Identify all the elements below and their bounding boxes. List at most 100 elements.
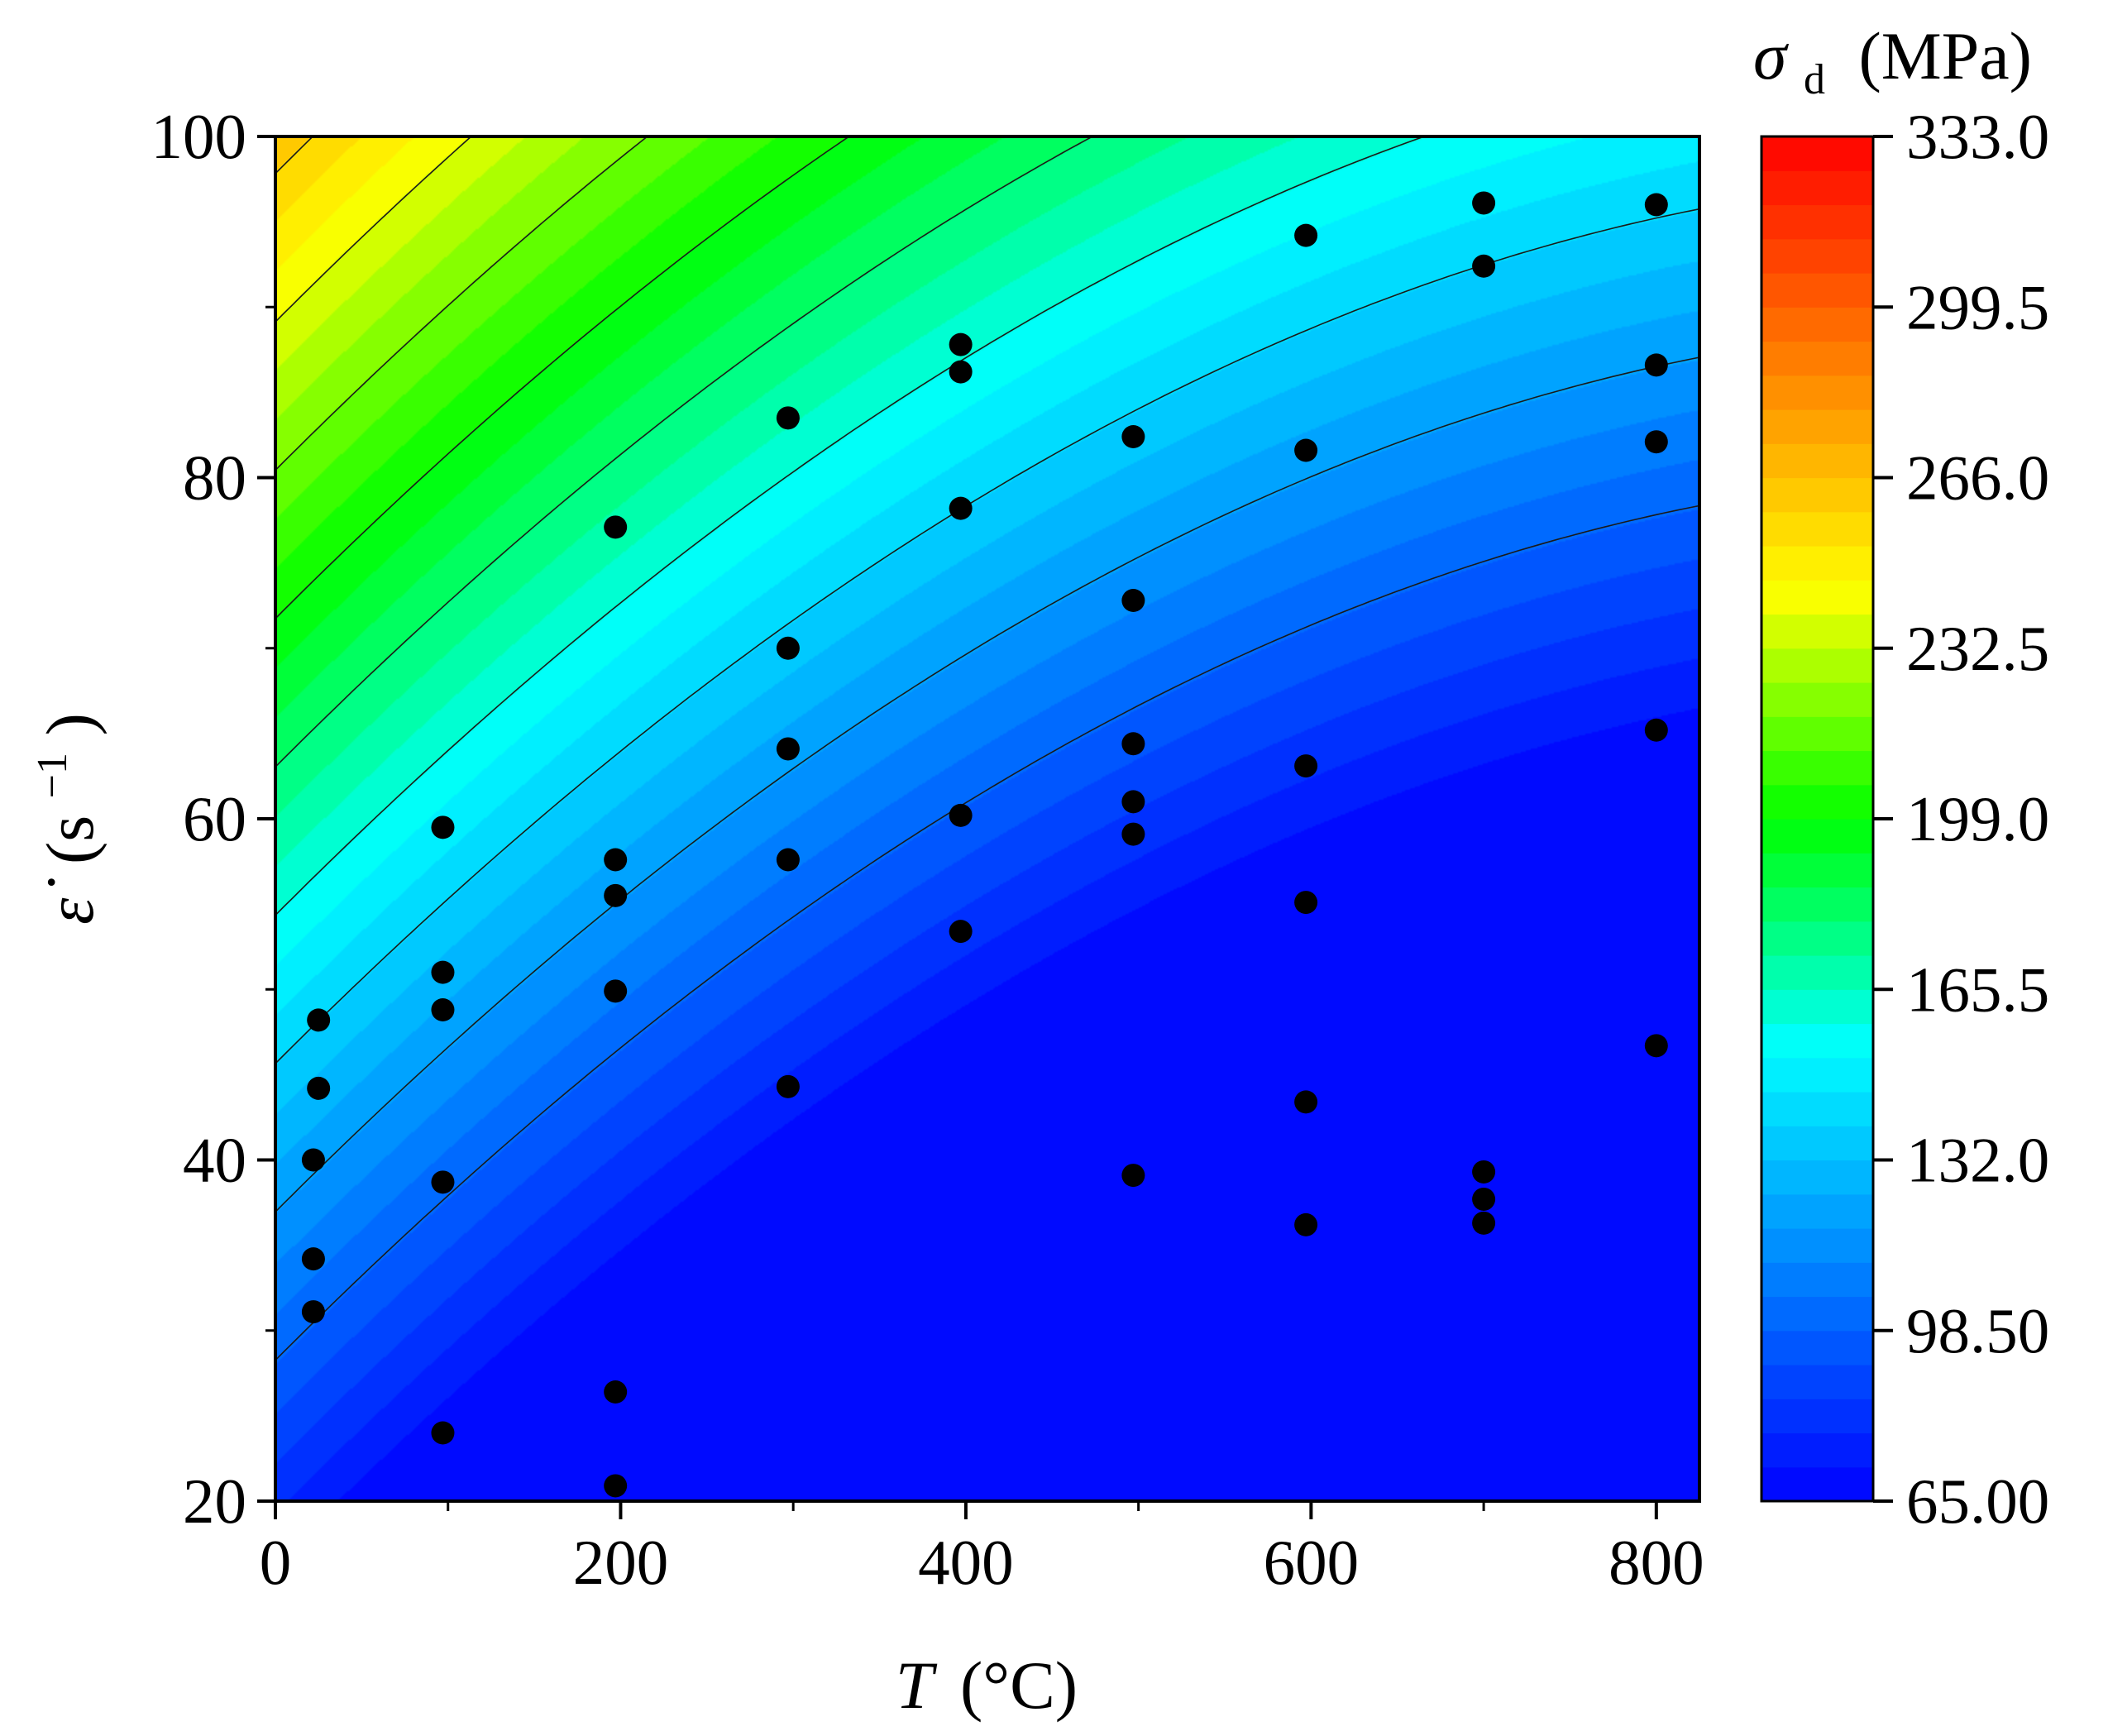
- colorbar-band: [1761, 1432, 1873, 1468]
- data-point: [301, 1247, 325, 1271]
- data-point: [1294, 438, 1318, 462]
- y-axis-unit-exponent: −1: [29, 753, 76, 798]
- data-point: [1472, 191, 1496, 215]
- x-tick-label: 800: [1608, 1527, 1704, 1598]
- x-axis-unit: (°C): [960, 1648, 1078, 1723]
- y-axis-title: ε̇ (s −1 ): [6, 713, 108, 925]
- data-point: [776, 848, 800, 872]
- colorbar-unit: (MPa): [1858, 18, 2032, 93]
- colorbar-band: [1761, 1092, 1873, 1126]
- colorbar-tick-label: 333.0: [1906, 101, 2049, 172]
- colorbar-symbol: σ: [1753, 18, 1790, 93]
- y-axis-unit: (s: [32, 815, 108, 864]
- colorbar-band: [1761, 1126, 1873, 1161]
- x-tick-label: 400: [918, 1527, 1014, 1598]
- data-point: [949, 360, 973, 384]
- colorbar-band: [1761, 341, 1873, 376]
- data-point: [307, 1008, 331, 1032]
- colorbar-band: [1761, 819, 1873, 854]
- colorbar-band: [1761, 1193, 1873, 1229]
- x-axis-title: T (°C): [896, 1648, 1078, 1723]
- colorbar-band: [1761, 921, 1873, 956]
- colorbar-band: [1761, 511, 1873, 547]
- contour-line: [275, 136, 851, 619]
- contour-surface: [275, 136, 1699, 1501]
- data-point: [1294, 223, 1318, 247]
- data-point: [604, 883, 628, 907]
- colorbar-band: [1761, 136, 1873, 171]
- colorbar-band: [1761, 477, 1873, 513]
- data-point: [1121, 1164, 1145, 1188]
- data-point: [431, 1421, 455, 1445]
- data-point: [431, 960, 455, 984]
- data-point: [431, 998, 455, 1021]
- contour-line: [275, 136, 1094, 768]
- x-tick-label: 0: [260, 1527, 292, 1598]
- data-point: [1294, 1212, 1318, 1236]
- data-point: [1294, 754, 1318, 778]
- y-tick-label: 80: [183, 442, 246, 514]
- colorbar-band: [1761, 989, 1873, 1025]
- contour-line: [275, 136, 1427, 916]
- data-point: [1121, 790, 1145, 814]
- data-point: [776, 406, 800, 430]
- x-axis: 0 200 400 600 800: [260, 1501, 1704, 1598]
- colorbar-ticks: 333.0 299.5 266.0 232.5 199.0 165.5 132.0 98.50…: [1873, 101, 2049, 1537]
- colorbar-band: [1761, 273, 1873, 308]
- colorbar-band: [1761, 580, 1873, 615]
- colorbar-band: [1761, 1057, 1873, 1093]
- y-tick-label: 20: [183, 1466, 246, 1537]
- colorbar: 333.0 299.5 266.0 232.5 199.0 165.5 132.0 98.50…: [1753, 18, 2049, 1537]
- colorbar-band: [1761, 546, 1873, 581]
- contour-line: [275, 136, 649, 471]
- colorbar-band: [1761, 1262, 1873, 1298]
- data-point: [1294, 1090, 1318, 1114]
- data-point: [604, 1474, 628, 1498]
- colorbar-band: [1761, 1023, 1873, 1059]
- data-point: [604, 1380, 628, 1404]
- colorbar-tick-label: 132.0: [1906, 1125, 2049, 1196]
- colorbar-tick-label: 65.00: [1906, 1466, 2049, 1537]
- y-axis-unit-close: ): [32, 713, 108, 735]
- contour-line: [275, 0, 1699, 26]
- colorbar-band: [1761, 204, 1873, 240]
- data-point: [1472, 1160, 1496, 1184]
- colorbar-band: [1761, 1330, 1873, 1365]
- data-point: [949, 496, 973, 520]
- data-point: [431, 1170, 455, 1194]
- colorbar-band: [1761, 1365, 1873, 1399]
- data-point: [1644, 193, 1668, 217]
- colorbar-band: [1761, 375, 1873, 410]
- data-point: [301, 1300, 325, 1324]
- data-point: [1121, 589, 1145, 612]
- data-point: [604, 979, 628, 1003]
- colorbar-band: [1761, 307, 1873, 342]
- contour-line: [275, 356, 1699, 1212]
- data-point: [949, 803, 973, 827]
- colorbar-tick-label: 266.0: [1906, 442, 2049, 514]
- x-tick-label: 600: [1264, 1527, 1360, 1598]
- data-point: [949, 920, 973, 944]
- contour-line: [275, 208, 1699, 1064]
- colorbar-band: [1761, 614, 1873, 649]
- contour-line: [275, 505, 1699, 1361]
- data-point: [776, 636, 800, 660]
- x-tick-label: 200: [573, 1527, 669, 1598]
- data-point: [1472, 1187, 1496, 1211]
- data-point: [949, 332, 973, 356]
- data-point: [1644, 353, 1668, 377]
- colorbar-title: σ d (MPa): [1753, 18, 2032, 108]
- colorbar-subscript: d: [1804, 56, 1825, 103]
- data-point: [604, 515, 628, 539]
- y-axis-symbol: ε̇: [32, 878, 108, 925]
- colorbar-tick-label: 98.50: [1906, 1295, 2049, 1366]
- colorbar-band: [1761, 682, 1873, 717]
- data-point: [1644, 1034, 1668, 1058]
- colorbar-band: [1761, 443, 1873, 479]
- data-point: [1121, 822, 1145, 846]
- y-tick-label: 100: [151, 101, 247, 172]
- data-point: [776, 737, 800, 761]
- data-point: [1121, 425, 1145, 448]
- data-point: [431, 815, 455, 839]
